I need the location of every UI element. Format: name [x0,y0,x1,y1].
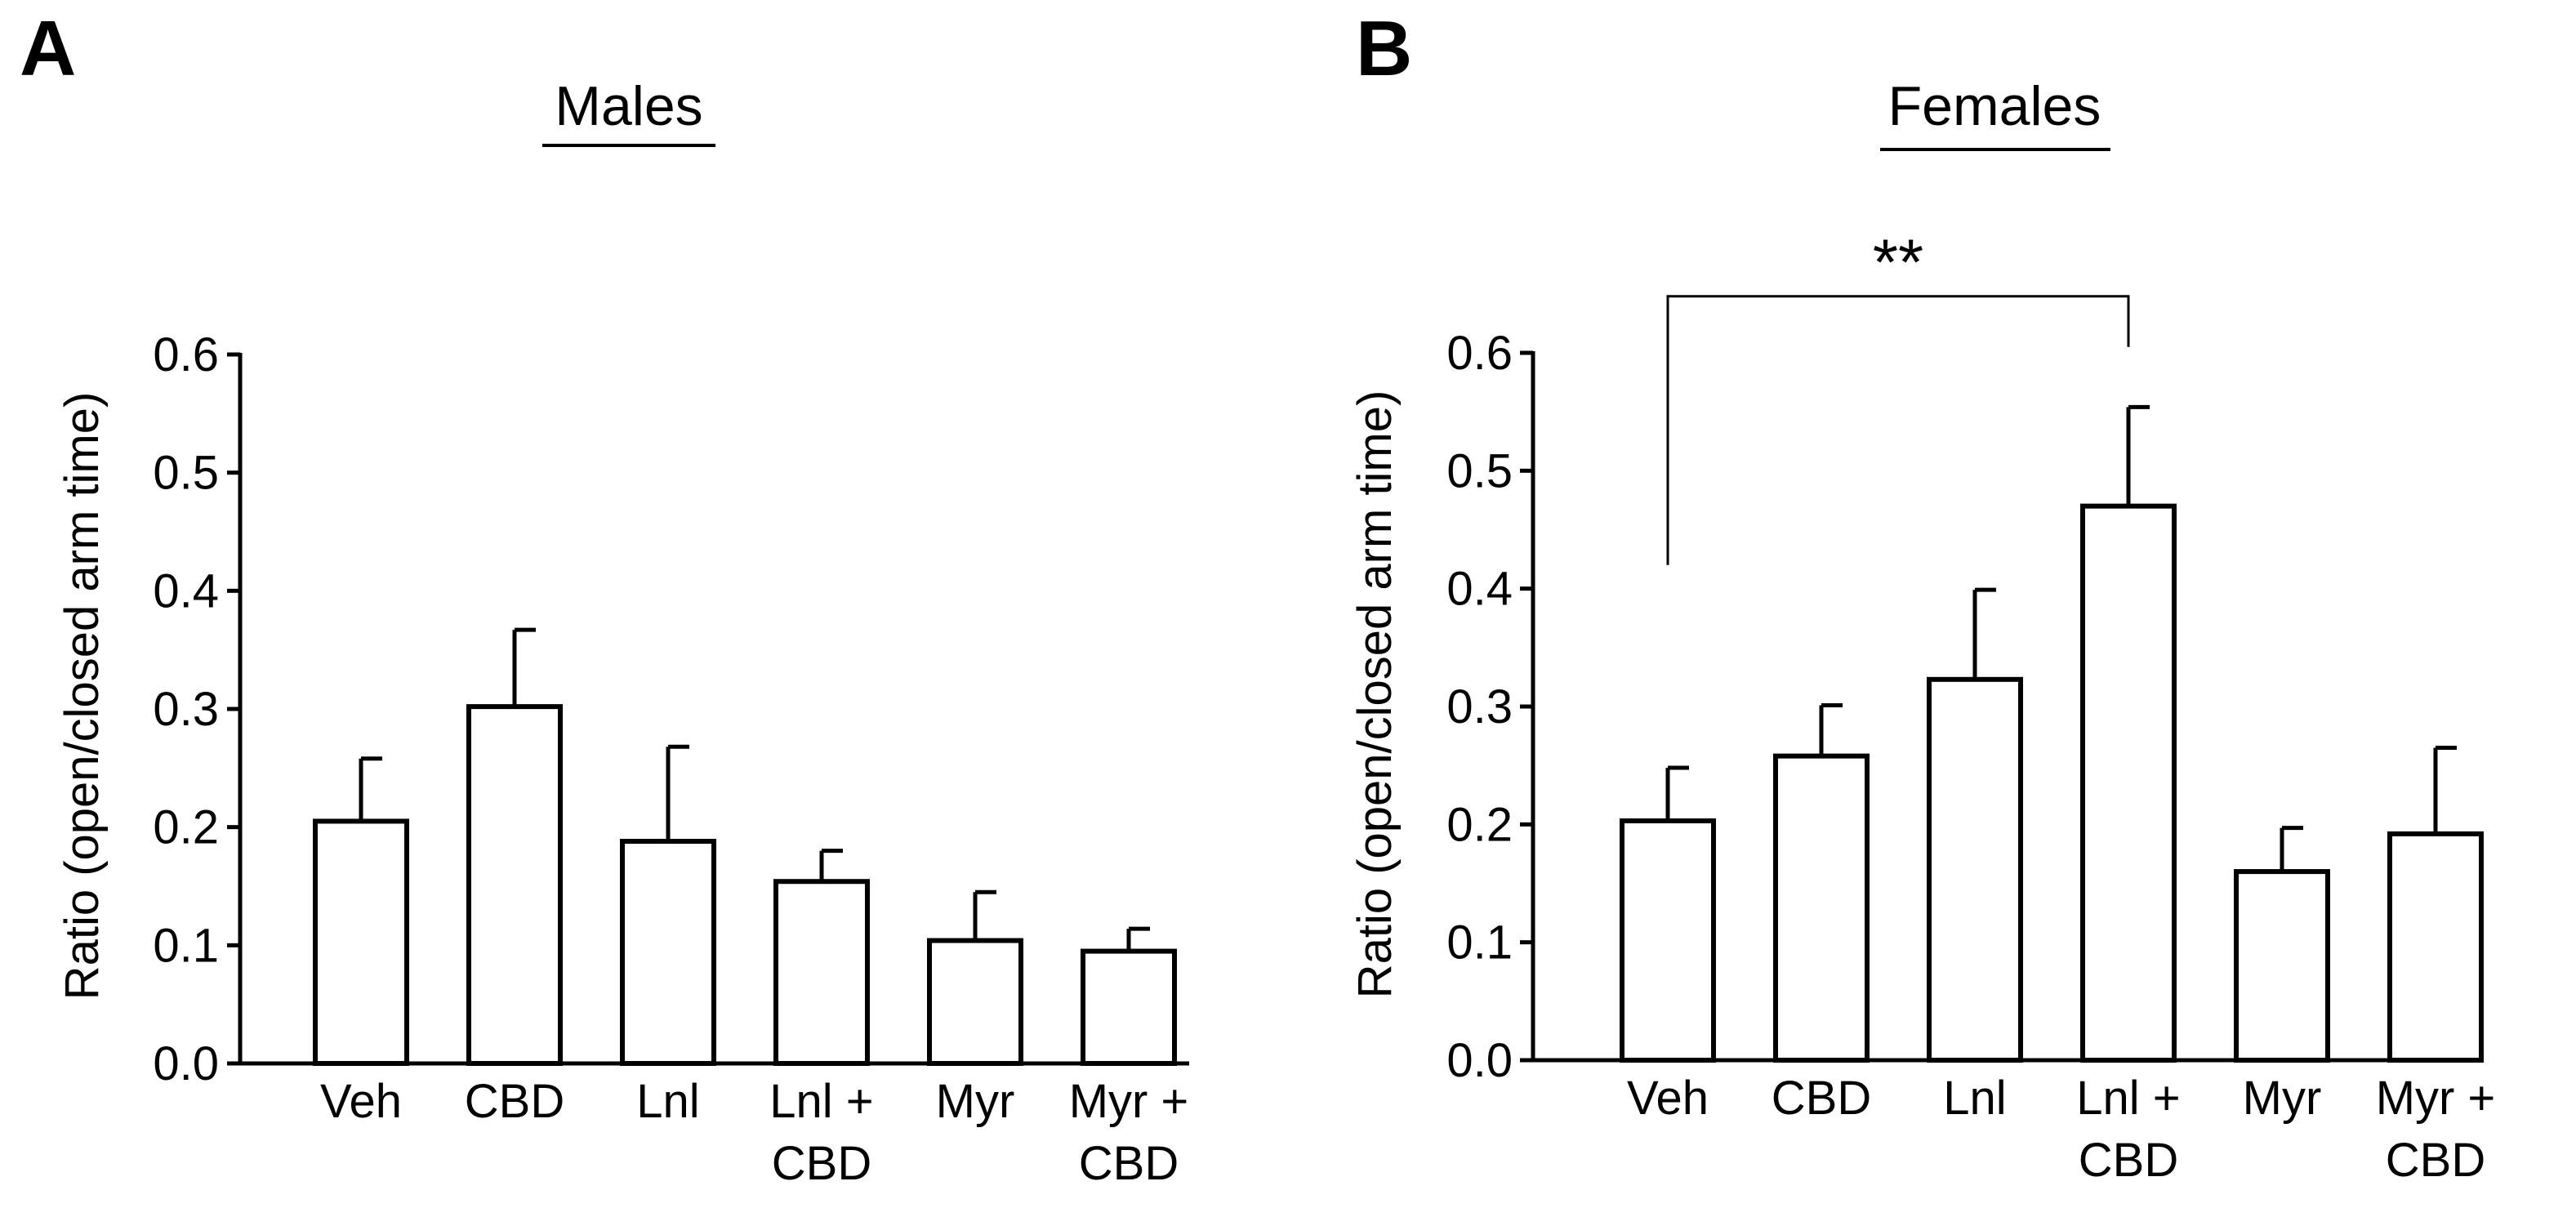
panel-a-y-tick-label: 0.0 [153,1037,219,1090]
panel-a-bar [466,704,563,1067]
panel-a-y-tick-label: 0.3 [153,683,219,736]
panel-a-y-tick-label: 0.2 [153,801,219,854]
panel-a-bar [1081,948,1177,1066]
panel-b-x-tick-label: CBD [2386,1134,2485,1187]
panel-a-x-tick-label: CBD [1079,1137,1179,1190]
panel-b-y-tick-label: 0.0 [1446,1034,1513,1087]
panel-a-x-tick-label: Lnl [636,1075,699,1128]
panel-a-bar [620,839,716,1066]
panel-b-y-tick-label: 0.1 [1446,916,1513,970]
panel-b-bars [1620,404,2484,1063]
panel-a-x-tick-label: Myr + [1069,1075,1189,1128]
panel-a-letter: A [20,5,76,92]
panel-b-bar [2387,831,2484,1063]
panel-a-bar [313,818,409,1067]
panel-b-x-tick-labels: Veh CBD Lnl Lnl + CBD Myr Myr + CBD [1627,1072,2495,1187]
panel-b: B Females Ratio (open/closed arm time) *… [1348,5,2495,1187]
panel-a-y-axis-label: Ratio (open/closed arm time) [56,392,109,1001]
panel-b-bar [2080,503,2177,1063]
panel-a-bar [927,938,1023,1066]
panel-a-x-tick-label: Myr [936,1075,1015,1128]
panel-a-x-tick-label: Veh [320,1075,402,1128]
panel-b-title: Females [1888,75,2101,137]
panel-b-x-tick-label: Lnl [1943,1072,2006,1125]
panel-b-y-tick-label: 0.4 [1446,563,1513,616]
panel-b-x-tick-label: CBD [2079,1134,2178,1187]
panel-a-title: Males [555,75,702,137]
panel-b-x-tick-label: Lnl + [2076,1072,2180,1125]
panel-b-significance-label: ** [1873,226,1923,299]
panel-b-x-tick-label: CBD [1772,1072,1871,1125]
panel-a-x-tick-label: CBD [772,1137,871,1190]
panel-b-bar [1927,676,2023,1063]
panel-b-x-tick-label: Myr [2243,1072,2322,1125]
panel-b-y-tick-label: 0.6 [1446,327,1513,380]
panel-b-bar [2234,869,2330,1063]
panel-a-y-tick-label: 0.6 [153,328,219,381]
panel-a-y-tick-label: 0.1 [153,919,219,972]
panel-a-y-tick-label: 0.4 [153,564,219,617]
panel-a-y-tick-label: 0.5 [153,447,219,500]
panel-b-y-tick-label: 0.5 [1446,444,1513,497]
panel-a-x-tick-labels: Veh CBD Lnl Lnl + CBD Myr Myr + CBD [320,1075,1188,1190]
panel-b-y-tick-label: 0.2 [1446,798,1513,851]
panel-b-bar [1620,818,1716,1063]
panel-b-significance: ** [1666,226,2130,565]
panel-b-bar [1773,753,1870,1063]
panel-b-letter: B [1356,5,1412,92]
panel-b-x-tick-label: Myr + [2376,1072,2496,1125]
panel-b-y-axis-label: Ratio (open/closed arm time) [1348,390,1402,999]
panel-a-bar [773,879,870,1067]
panel-a-bars [313,627,1177,1067]
panel-b-y-tick-label: 0.3 [1446,680,1513,733]
panel-a-y-tick-labels: 0.0 0.1 0.2 0.3 0.4 0.5 0.6 [153,328,219,1090]
panel-b-x-tick-label: Veh [1627,1072,1709,1125]
panel-a-x-tick-label: CBD [465,1075,564,1128]
panel-b-y-tick-labels: 0.0 0.1 0.2 0.3 0.4 0.5 0.6 [1446,327,1513,1087]
panel-a: A Males Ratio (open/closed arm time) Veh… [20,5,1189,1190]
panel-b-significance-bracket [1666,295,2130,565]
panel-a-x-tick-label: Lnl + [769,1075,873,1128]
